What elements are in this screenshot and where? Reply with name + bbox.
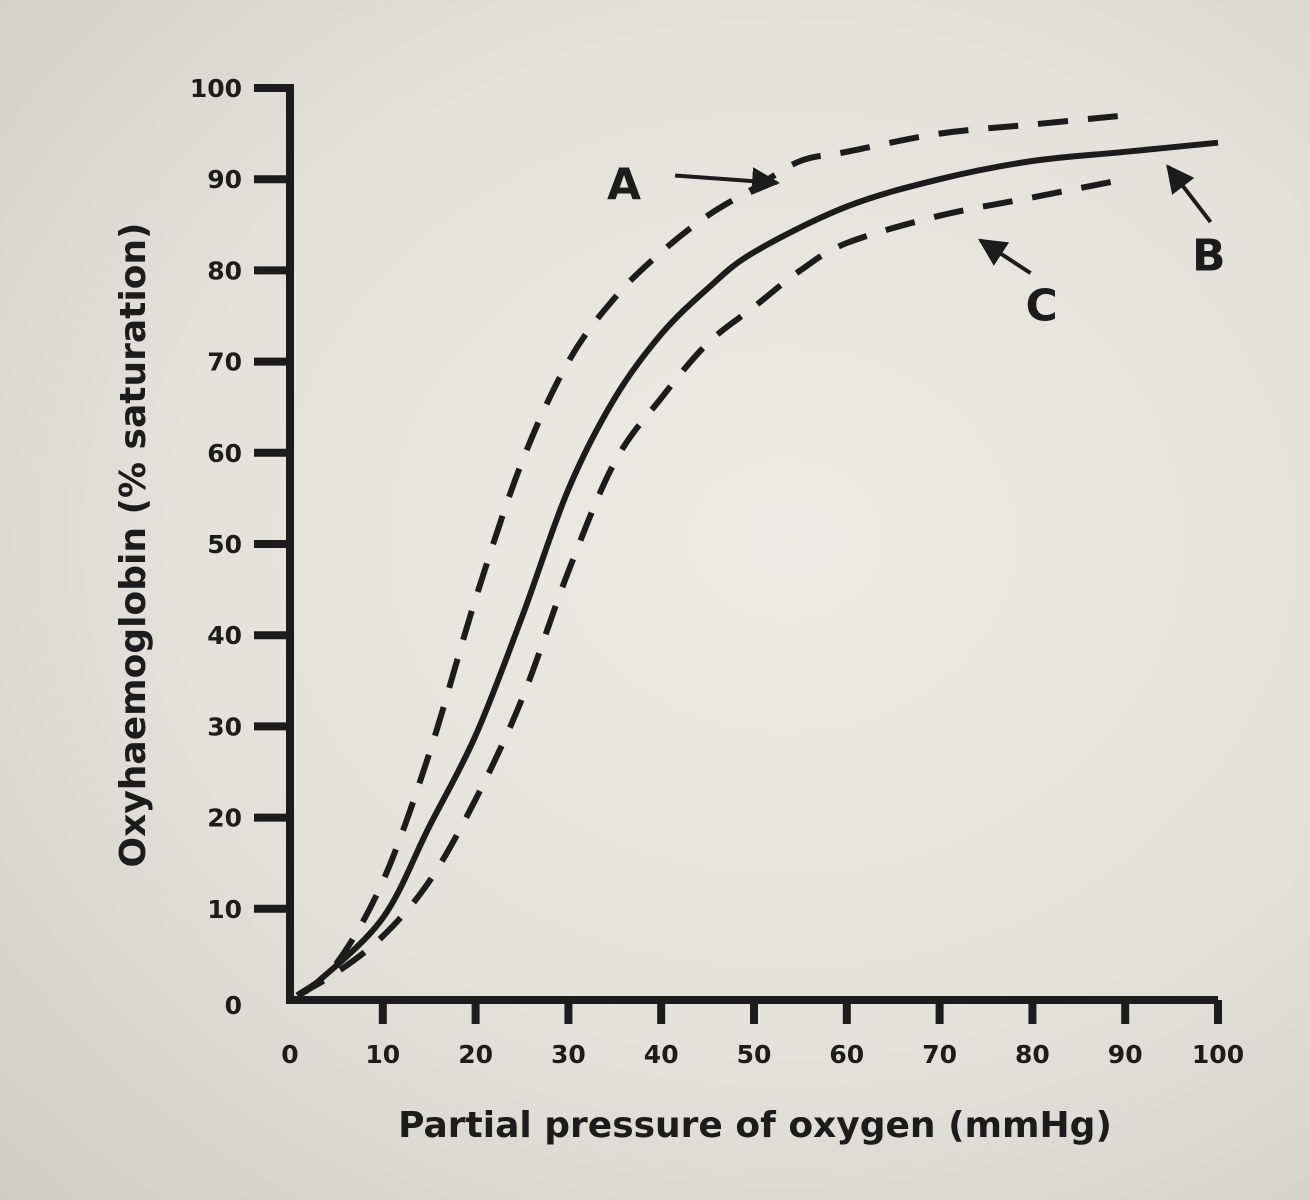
y-tick-label: 80 [207,256,242,285]
curve-label-a: A [607,159,641,210]
x-axis-title: Partial pressure of oxygen (mmHg) [398,1105,1112,1146]
annotation-arrow-a [674,167,780,196]
curve-label-c: C [1026,281,1058,332]
series-b-line [295,139,1219,999]
y-tick-label: 50 [207,530,242,559]
y-tick-label: 0 [225,991,242,1020]
y-tick-label: 100 [190,74,242,103]
axes [286,84,1218,1004]
annotation-arrow-c [978,238,1032,275]
series-layer [295,112,1219,999]
y-tick-label: 30 [207,712,242,741]
x-tick-label: 0 [281,1040,298,1069]
x-tick-label: 40 [644,1040,679,1069]
series-a-line [295,112,1126,998]
x-tick-label: 20 [458,1040,493,1069]
y-tick-label: 60 [207,439,242,468]
curve-label-b: B [1192,230,1226,281]
x-tick-label: 50 [737,1040,772,1069]
x-tick-label: 70 [922,1040,957,1069]
y-tick-label: 90 [207,165,242,194]
y-tick-label: 70 [207,348,242,377]
annotation-arrow-b [1166,164,1213,224]
y-tick-label: 20 [207,804,242,833]
x-tick-label: 100 [1192,1040,1244,1069]
y-tick-label: 40 [207,621,242,650]
ticks: 0 10 20 30 40 50 60 70 80 90 100 0 10 20 30 40 50 60 70 80 9… [190,74,1244,1069]
series-c-line [295,176,1126,999]
x-tick-label: 30 [551,1040,586,1069]
y-tick-label: 10 [207,895,242,924]
y-axis-title: Oxyhaemoglobin (% saturation) [113,222,154,867]
annotations: A B C [607,159,1225,331]
x-tick-label: 60 [829,1040,864,1069]
x-tick-label: 80 [1015,1040,1050,1069]
x-tick-label: 10 [365,1040,400,1069]
x-tick-label: 90 [1108,1040,1143,1069]
